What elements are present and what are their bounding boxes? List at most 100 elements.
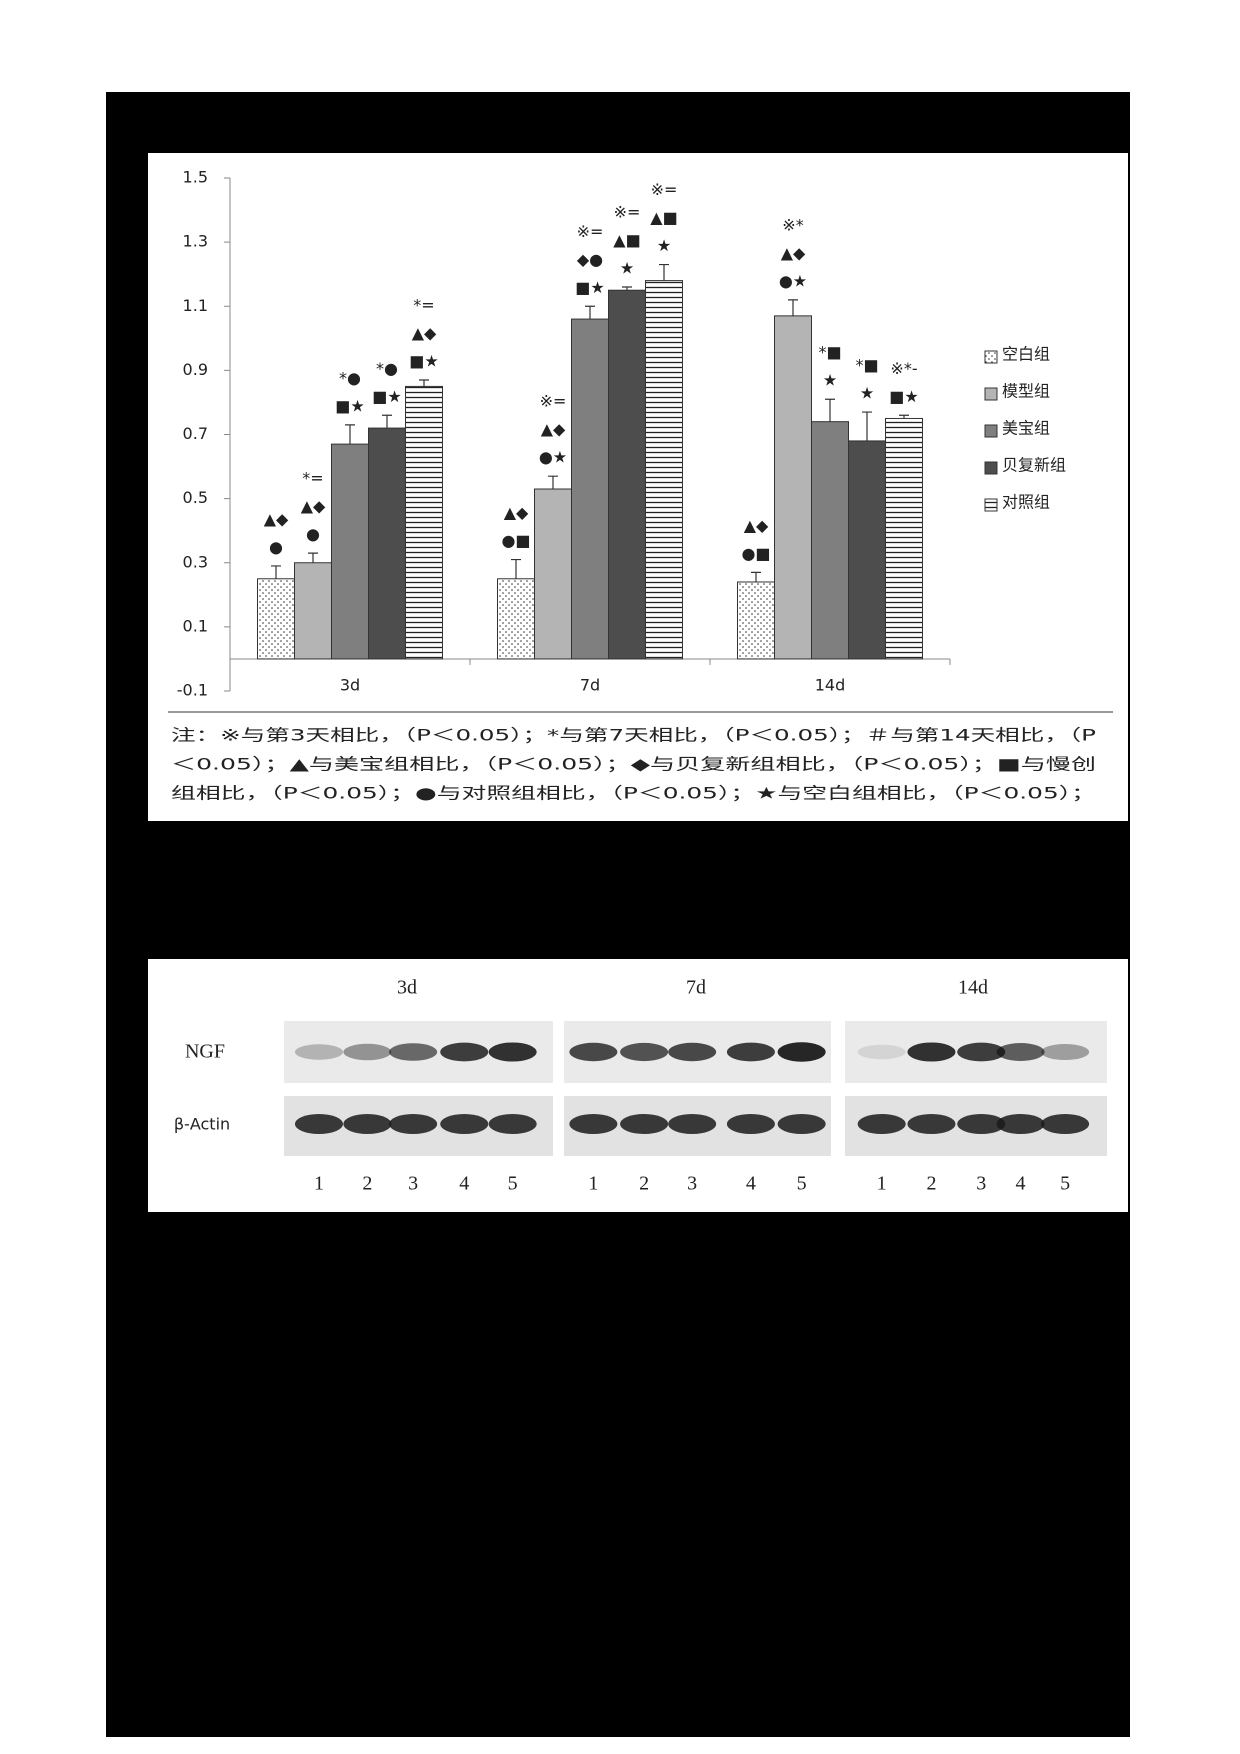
actin-band — [996, 1114, 1045, 1134]
bar-annotation: ■★ — [335, 396, 364, 415]
legend-swatch — [984, 387, 998, 401]
ngf-band — [857, 1044, 906, 1060]
bar-annotation: ■★ — [889, 387, 918, 406]
bar-annotation: ※= — [651, 180, 678, 199]
x-tick-label: 3d — [340, 676, 360, 695]
error-bar — [622, 286, 632, 291]
bar-annotation: ※* — [782, 215, 803, 234]
lane-number: 4 — [459, 1173, 469, 1195]
ngf-band — [957, 1042, 1006, 1062]
error-bar — [825, 398, 835, 422]
y-tick-label: 0.9 — [183, 360, 208, 379]
bar-annotation: ▲◆ — [412, 323, 437, 342]
bar — [608, 289, 646, 660]
error-bar — [271, 565, 281, 579]
ngf-band — [389, 1043, 438, 1061]
actin-band — [668, 1114, 717, 1134]
lane-number: 1 — [314, 1173, 324, 1195]
bar-annotation: ※= — [614, 203, 641, 222]
actin-band — [294, 1114, 343, 1134]
time-point: 14d — [958, 977, 988, 999]
bar-annotation: ■★ — [409, 351, 438, 370]
bar-annotation: ★ — [860, 384, 874, 403]
error-bar — [419, 379, 429, 387]
lane-number: 3 — [408, 1173, 418, 1195]
bar-annotation: *= — [413, 295, 434, 314]
ngf-band — [907, 1042, 956, 1062]
ngf-band — [726, 1042, 775, 1062]
bar-annotation: ★ — [620, 259, 634, 278]
bar-annotation: ▲■ — [650, 208, 677, 227]
actin-band — [957, 1114, 1006, 1134]
actin-band — [777, 1114, 826, 1134]
blot-panel — [148, 959, 1128, 1212]
lane-number: 2 — [639, 1173, 649, 1195]
bar — [257, 578, 295, 660]
bar-annotation: ◆● — [577, 250, 603, 269]
bar-annotation: ●■ — [741, 544, 770, 563]
bar-annotation: ★ — [657, 236, 671, 255]
bar-annotation: ▲◆ — [541, 420, 566, 439]
ngf-band — [996, 1043, 1045, 1061]
error-bar — [585, 305, 595, 320]
bar — [368, 427, 406, 660]
error-bar — [862, 411, 872, 441]
bar — [331, 443, 369, 660]
bar-annotation: *● — [339, 368, 361, 387]
time-point: 3d — [397, 977, 417, 999]
actin-band — [488, 1114, 537, 1134]
legend-label: 对照组 — [1002, 493, 1050, 512]
error-bar — [345, 424, 355, 445]
time-point: 7d — [686, 977, 706, 999]
lane-number: 2 — [362, 1173, 372, 1195]
actin-band — [389, 1114, 438, 1134]
row-label: NGF — [185, 1041, 225, 1063]
ngf-band — [777, 1042, 826, 1062]
x-tick-label: 14d — [815, 676, 846, 695]
ngf-band — [294, 1044, 343, 1060]
bar-annotation: ※= — [540, 392, 567, 411]
bar — [885, 417, 923, 660]
ngf-band — [569, 1042, 618, 1062]
note-line: 组相比，（P＜0.05）；●与对照组相比，（P＜0.05）；★与空白组相比，（P… — [171, 784, 1096, 803]
error-bar — [788, 299, 798, 316]
row-label: β-Actin — [174, 1115, 230, 1134]
error-bar — [751, 571, 761, 582]
lane-number: 4 — [746, 1173, 756, 1195]
actin-band — [440, 1114, 489, 1134]
actin-band — [726, 1114, 775, 1134]
bar — [571, 318, 609, 660]
ngf-band — [668, 1042, 717, 1062]
legend-swatch — [984, 424, 998, 438]
error-bar — [511, 558, 521, 579]
y-tick-label: 0.7 — [183, 424, 208, 443]
bar — [774, 315, 812, 660]
bar-annotation: ●★ — [539, 448, 567, 467]
ngf-band — [488, 1042, 537, 1062]
lane-number: 3 — [687, 1173, 697, 1195]
y-tick-label: 1.1 — [183, 296, 208, 315]
bar-annotation: ▲◆ — [301, 497, 326, 516]
error-bar — [382, 414, 392, 429]
y-tick-label: 0.5 — [183, 488, 208, 507]
y-tick-label: 0.3 — [183, 552, 208, 571]
bar-annotation: ● — [269, 537, 283, 556]
actin-band — [343, 1114, 392, 1134]
y-tick-label: -0.1 — [177, 681, 208, 700]
bar-annotation: ● — [306, 525, 320, 544]
bar-annotation: *● — [376, 359, 398, 378]
error-bar — [659, 263, 669, 281]
error-bar — [899, 414, 909, 419]
ngf-band — [440, 1042, 489, 1062]
bar — [497, 578, 535, 660]
y-tick-label: 1.3 — [183, 232, 208, 251]
lane-number: 5 — [1060, 1173, 1070, 1195]
bar-annotation: ■★ — [575, 278, 604, 297]
bar — [848, 440, 886, 660]
bar — [737, 581, 775, 660]
lane-number: 5 — [797, 1173, 807, 1195]
bar-annotation: ※= — [577, 222, 604, 241]
bar-annotation: *■ — [855, 356, 878, 375]
error-bar — [308, 552, 318, 563]
